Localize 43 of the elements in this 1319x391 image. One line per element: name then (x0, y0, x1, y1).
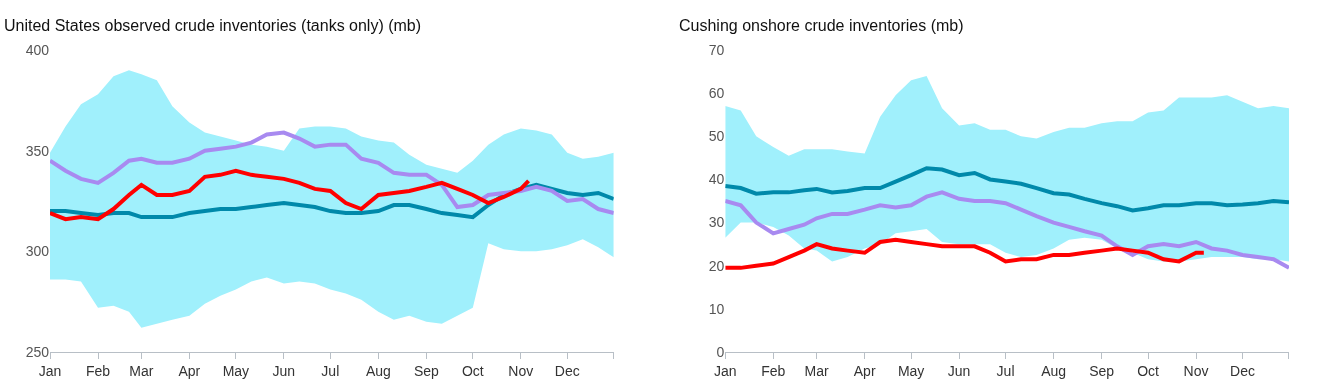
line-series (50, 168, 531, 222)
x-tick-label: Jan (713, 362, 737, 379)
x-tick-label: Jan (38, 362, 62, 379)
y-tick-label: 30 (708, 214, 725, 231)
x-tick-label: Oct (1137, 362, 1160, 379)
x-tick-label: Dec (554, 362, 580, 379)
y-tick-label: 20 (708, 257, 725, 274)
x-tick-label: Sep (413, 362, 440, 379)
y-tick-label: 400 (25, 41, 50, 58)
y-tick-label: 10 (708, 300, 725, 317)
x-tick-label: May (897, 362, 925, 379)
x-tick-label: Apr (853, 362, 876, 379)
x-tick-label: Aug (365, 362, 391, 379)
x-tick-label: Sep (1089, 362, 1115, 379)
x-tick-label: Nov (508, 362, 534, 379)
x-tick-label: Jun (947, 362, 971, 379)
line-series (725, 237, 1206, 270)
x-tick-label: Dec (1230, 362, 1255, 379)
x-tick-label: Mar (804, 362, 830, 379)
y-tick-label: 40 (708, 171, 725, 188)
x-tick-label: Aug (1041, 362, 1067, 379)
x-tick-label: Oct (461, 362, 484, 379)
x-tick-label: Nov (1183, 362, 1209, 379)
line-series (725, 166, 1289, 213)
x-tick-label: Feb (85, 362, 111, 379)
x-tick-label: May (222, 362, 250, 379)
y-tick-label: 0 (716, 343, 725, 360)
line-series (50, 130, 614, 216)
y-tick-label: 350 (25, 142, 50, 159)
x-tick-label: Mar (129, 362, 154, 379)
x-tick-label: Jul (321, 362, 340, 379)
x-tick-label: Jul (996, 362, 1015, 379)
x-tick-label: Apr (178, 362, 201, 379)
y-tick-label: 70 (708, 41, 725, 58)
y-tick-label: 60 (708, 85, 725, 102)
line-series (725, 190, 1289, 270)
x-tick-label: Feb (761, 362, 786, 379)
chart-title: Cushing onshore crude inventories (mb) (679, 17, 964, 34)
x-tick-label: Jun (272, 362, 296, 379)
y-tick-label: 250 (25, 343, 50, 360)
y-tick-label: 300 (25, 243, 50, 260)
chart-title: United States observed crude inventories (tanks only) (mb) (4, 17, 422, 34)
y-tick-label: 50 (708, 128, 725, 145)
